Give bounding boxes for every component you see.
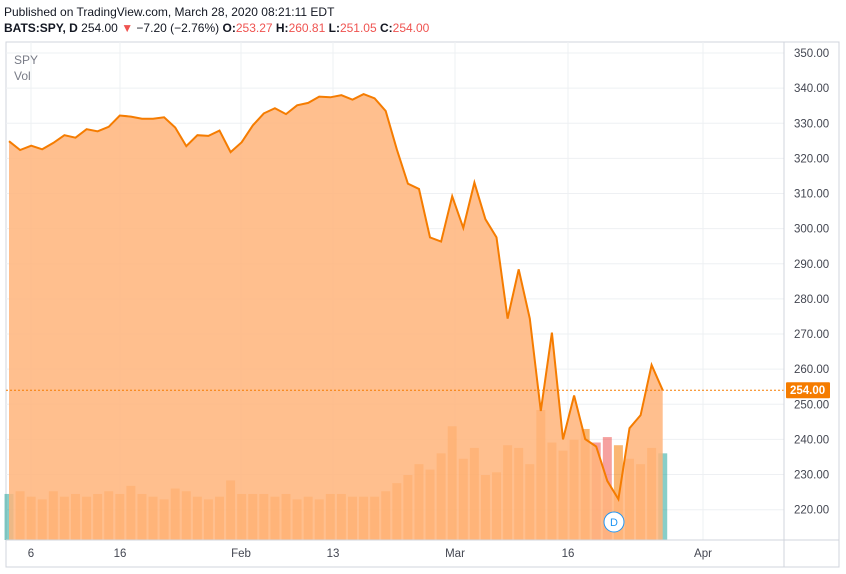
y-tick-label: 300.00 [794, 224, 829, 236]
dividend-badge-text: D [610, 517, 618, 529]
y-tick-label: 290.00 [794, 259, 829, 271]
y-tick-label: 350.00 [794, 48, 829, 60]
y-tick-label: 280.00 [794, 294, 829, 306]
open-label: O: [222, 21, 236, 35]
x-tick-label: 13 [327, 548, 340, 560]
chart-frame [5, 41, 840, 568]
x-tick-label: 6 [28, 548, 34, 560]
close-value: 254.00 [392, 21, 430, 35]
change-value: −7.20 (−2.76%) [136, 21, 220, 35]
y-tick-label: 240.00 [794, 434, 829, 446]
y-tick-label: 310.00 [794, 189, 829, 201]
volume-bar [658, 453, 668, 540]
y-tick-label: 230.00 [794, 470, 829, 482]
published-line: Published on TradingView.com, March 28, … [4, 5, 335, 19]
price-line [8, 93, 664, 503]
down-arrow-icon: ▼ [121, 21, 134, 35]
high-label: H: [275, 21, 289, 35]
x-tick-label: 16 [114, 548, 127, 560]
y-tick-label: 260.00 [794, 364, 829, 376]
open-value: 253.27 [235, 21, 273, 35]
y-tick-label: 250.00 [794, 399, 829, 411]
x-tick-label: Feb [231, 548, 251, 560]
high-value: 260.81 [288, 21, 326, 35]
chart-header: Published on TradingView.com, March 28, … [4, 4, 429, 36]
low-value: 251.05 [339, 21, 377, 35]
ohlc-line: BATS:SPY, D 254.00 ▼ −7.20 (−2.76%) O:25… [4, 20, 429, 36]
price-axis[interactable]: 350.00 340.00 330.00 320.00 310.00 300.00 290.… [783, 42, 829, 567]
last-price-label: 254.00 [786, 382, 830, 399]
volume-bar [613, 445, 623, 540]
legend-volume: Vol [14, 69, 31, 83]
y-tick-label: 320.00 [794, 153, 829, 165]
low-label: L: [328, 21, 340, 35]
close-label: C: [379, 21, 393, 35]
y-tick-label: 340.00 [794, 83, 829, 95]
last-value: 254.00 [81, 21, 118, 35]
y-tick-label: 220.00 [794, 505, 829, 517]
time-axis[interactable]: 6 16 Feb 13 Mar 16 Apr [6, 539, 839, 560]
x-tick-label: Mar [445, 548, 465, 560]
last-price-text: 254.00 [790, 385, 825, 397]
y-tick-label: 270.00 [794, 329, 829, 341]
legend-symbol: SPY [14, 53, 38, 67]
price-area-fill [9, 94, 663, 540]
y-tick-label: 330.00 [794, 118, 829, 130]
x-tick-label: 16 [562, 548, 575, 560]
symbol-label: BATS:SPY, D [4, 21, 78, 35]
event-badge[interactable]: D [603, 511, 625, 533]
x-tick-label: Apr [694, 548, 712, 560]
